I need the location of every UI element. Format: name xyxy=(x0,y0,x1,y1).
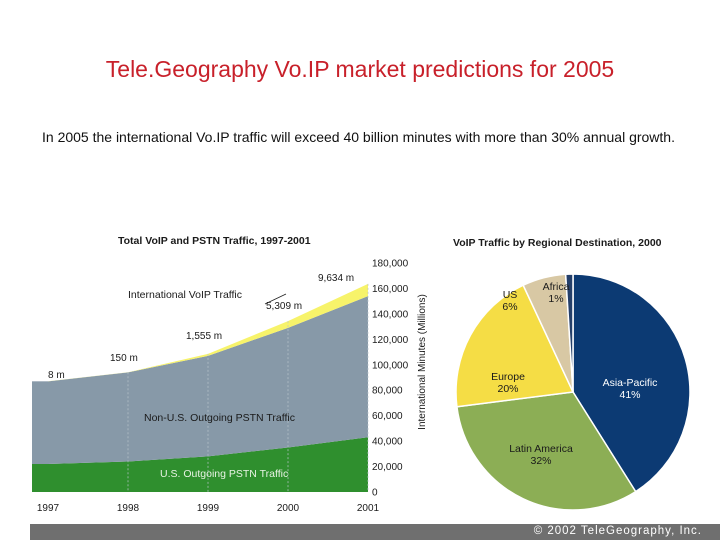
x-tick-label: 1997 xyxy=(37,503,60,514)
copyright-footer: © 2002 TeleGeography, Inc. xyxy=(30,524,720,540)
pie-label-name: US xyxy=(503,289,518,301)
y-tick-label: 100,000 xyxy=(372,360,409,371)
voip-value-annotation: 1,555 m xyxy=(186,331,222,342)
pie-slice-latin-america xyxy=(456,391,637,511)
pie-label-name: Africa xyxy=(543,281,570,293)
pie-slice-europe xyxy=(455,284,575,408)
x-tick-label: 1998 xyxy=(117,503,140,514)
y-tick-label: 140,000 xyxy=(372,309,409,320)
x-tick-label: 2001 xyxy=(357,503,380,514)
voip-value-annotation: 9,634 m xyxy=(318,273,354,284)
area-left-margin-fill-us xyxy=(32,464,48,492)
pie-label-name: Latin America xyxy=(509,443,573,455)
y-tick-label: 120,000 xyxy=(372,335,409,346)
voip-value-annotation: 5,309 m xyxy=(266,301,302,312)
voip-value-annotation: 8 m xyxy=(48,370,65,381)
y-tick-label: 60,000 xyxy=(372,411,403,422)
y-tick-label: 0 xyxy=(372,488,378,499)
x-tick-label: 2000 xyxy=(277,503,300,514)
pie-label-value: 1% xyxy=(548,293,563,305)
page-title: Tele.Geography Vo.IP market predictions … xyxy=(105,56,615,82)
y-tick-label: 80,000 xyxy=(372,386,403,397)
pie-label-name: Europe xyxy=(491,371,525,383)
voip-series-label: International VoIP Traffic xyxy=(128,289,242,301)
area-chart-title: Total VoIP and PSTN Traffic, 1997-2001 xyxy=(118,235,311,247)
pie-chart: VoIP Traffic by Regional Destination, 20… xyxy=(453,237,691,511)
y-tick-label: 40,000 xyxy=(372,437,403,448)
page-subtitle: In 2005 the international Vo.IP traffic … xyxy=(42,129,675,145)
area-chart-ylabel: International Minutes (Millions) xyxy=(417,294,428,430)
voip-value-annotation: 150 m xyxy=(110,353,138,364)
pie-label-value: 41% xyxy=(619,389,640,401)
y-tick-label: 160,000 xyxy=(372,284,409,295)
pie-label-name: Asia-Pacific xyxy=(603,377,658,389)
non-us-pstn-label: Non-U.S. Outgoing PSTN Traffic xyxy=(144,412,295,424)
pie-chart-title: VoIP Traffic by Regional Destination, 20… xyxy=(453,237,662,249)
x-tick-label: 1999 xyxy=(197,503,220,514)
pie-label-value: 6% xyxy=(502,301,517,313)
pie-label-value: 20% xyxy=(497,383,518,395)
copyright-text: © 2002 TeleGeography, Inc. xyxy=(533,525,702,537)
pie-label-value: 32% xyxy=(530,455,551,467)
y-tick-label: 180,000 xyxy=(372,259,409,270)
voip-annotation-pointer xyxy=(264,293,287,305)
y-tick-label: 20,000 xyxy=(372,462,403,473)
us-pstn-label: U.S. Outgoing PSTN Traffic xyxy=(160,468,288,480)
area-chart: Total VoIP and PSTN Traffic, 1997-2001 0… xyxy=(32,235,428,514)
pie-slice-africa xyxy=(564,273,574,393)
